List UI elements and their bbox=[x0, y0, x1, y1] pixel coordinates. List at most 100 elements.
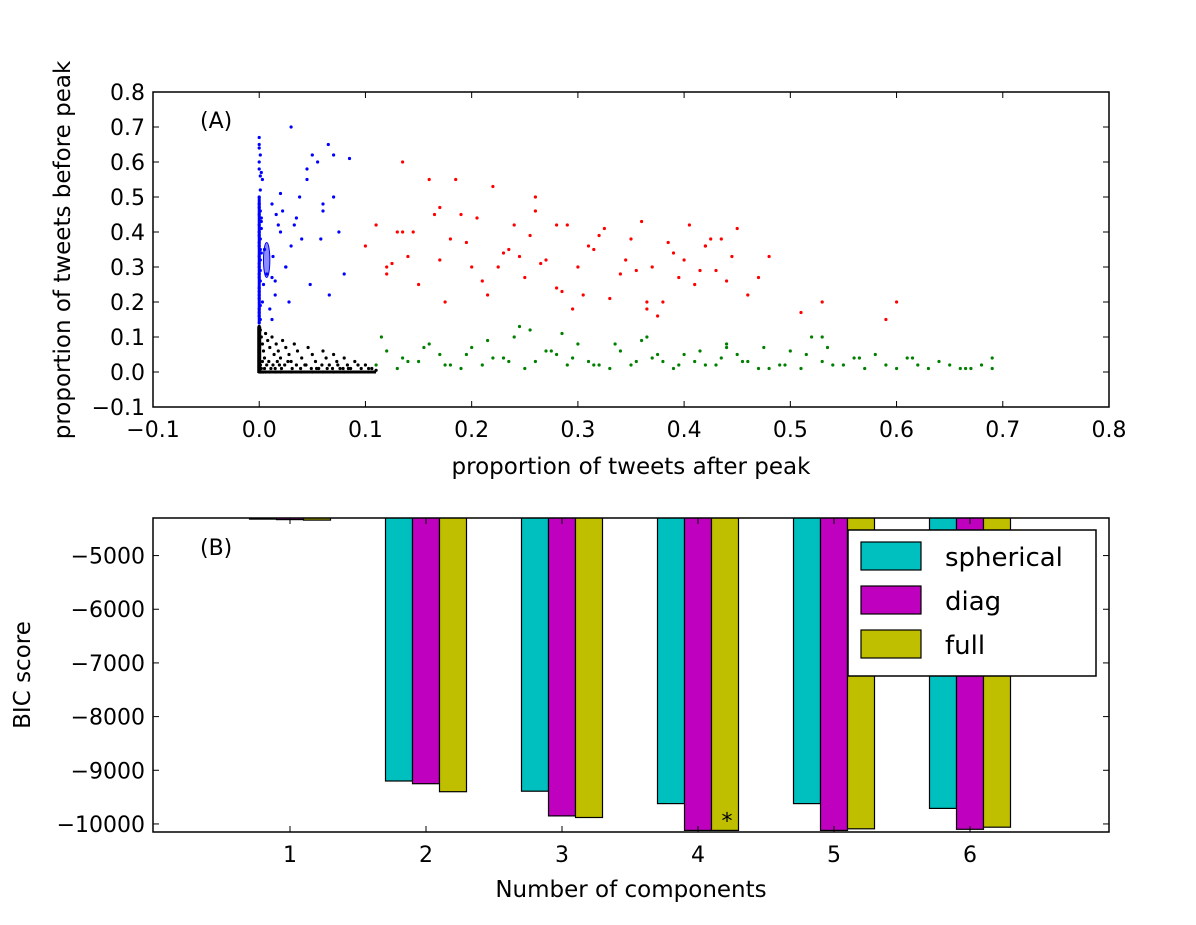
cluster-red-point bbox=[491, 184, 495, 189]
cluster-black-point bbox=[277, 363, 281, 367]
cluster-black-point bbox=[286, 359, 290, 364]
cluster-red-point bbox=[385, 265, 389, 269]
cluster-green-point bbox=[528, 328, 532, 332]
cluster-blue-point bbox=[270, 202, 274, 206]
bar-y-tick-label: −9000 bbox=[71, 759, 145, 784]
bar-diag-2 bbox=[411, 518, 441, 785]
cluster-green-point bbox=[448, 363, 452, 367]
cluster-blue-point bbox=[261, 282, 266, 287]
cluster-red-point bbox=[406, 254, 410, 259]
cluster-red-point bbox=[624, 258, 628, 262]
bar-x-axis-label: Number of components bbox=[495, 877, 766, 903]
cluster-green-point bbox=[486, 338, 490, 343]
cluster-green-point bbox=[374, 363, 378, 367]
scatter-y-axis-label: proportion of tweets before peak bbox=[50, 60, 76, 439]
cluster-black-point bbox=[300, 356, 304, 360]
cluster-black-point bbox=[324, 356, 328, 360]
cluster-green-point bbox=[740, 359, 745, 364]
cluster-blue-point bbox=[260, 300, 264, 304]
cluster-blue-point bbox=[319, 237, 323, 241]
scatter-x-tick-label: 0.0 bbox=[242, 418, 277, 443]
cluster-green-point bbox=[427, 342, 431, 346]
best-model-asterisk: * bbox=[722, 809, 733, 834]
cluster-red-point bbox=[544, 258, 548, 262]
bar-spherical-2 bbox=[384, 518, 414, 782]
cluster-green-point bbox=[979, 363, 984, 367]
cluster-blue-point bbox=[273, 279, 277, 283]
cluster-green-point bbox=[910, 356, 915, 360]
cluster-black-point bbox=[356, 363, 360, 367]
bar-y-axis-label: BIC score bbox=[10, 621, 36, 729]
cluster-red-point bbox=[401, 230, 405, 234]
cluster-black-point bbox=[273, 366, 277, 371]
bar-panel-label: (B) bbox=[200, 536, 232, 561]
bar-x-tick-label: 4 bbox=[691, 843, 705, 868]
cluster-black-point bbox=[336, 363, 340, 367]
bar-x-tick-label: 5 bbox=[827, 843, 841, 868]
cluster-black-point bbox=[270, 335, 274, 339]
cluster-red-point bbox=[735, 226, 739, 231]
cluster-green-point bbox=[470, 345, 474, 350]
cluster-red-point bbox=[517, 254, 522, 259]
cluster-red-point bbox=[464, 240, 468, 245]
cluster-green-point bbox=[756, 366, 761, 371]
bar-y-ticks: −10000 −9000 −8000 −7000 −6000 −5000 bbox=[57, 545, 1109, 838]
scatter-y-tick-label: 0.4 bbox=[110, 221, 145, 246]
cluster-green-point bbox=[990, 366, 994, 371]
cluster-red-point bbox=[618, 272, 623, 276]
legend-swatch-spherical bbox=[860, 541, 922, 571]
black-baseline bbox=[259, 370, 377, 374]
cluster-green-point bbox=[719, 356, 723, 360]
bar-x-tick-label: 2 bbox=[419, 843, 433, 868]
bar-diag-4 bbox=[683, 518, 713, 831]
cluster-black-point bbox=[315, 366, 319, 371]
bar-y-tick-label: −7000 bbox=[71, 652, 145, 677]
cluster-blue-point bbox=[278, 230, 283, 234]
cluster-black-point bbox=[338, 366, 342, 371]
cluster-black-point bbox=[313, 359, 318, 364]
cluster-black-point bbox=[330, 366, 335, 371]
cluster-green-point bbox=[438, 352, 442, 357]
cluster-blue-point bbox=[257, 135, 261, 140]
cluster-red-point bbox=[687, 223, 692, 227]
cluster-red-point bbox=[767, 254, 771, 259]
cluster-blue-point bbox=[257, 167, 261, 171]
cluster-green-point bbox=[799, 366, 803, 371]
cluster-red-point bbox=[581, 293, 585, 297]
scatter-x-tick-label: 0.3 bbox=[560, 418, 595, 443]
cluster-green-point bbox=[544, 349, 548, 353]
cluster-black-point bbox=[367, 366, 371, 371]
cluster-red-point bbox=[539, 261, 543, 266]
scatter-x-tick-label: 0.2 bbox=[454, 418, 489, 443]
scatter-y-tick-label: 0.7 bbox=[110, 116, 145, 141]
cluster-green-point bbox=[857, 356, 862, 360]
cluster-red-point bbox=[496, 265, 500, 269]
cluster-black-point bbox=[287, 352, 291, 357]
cluster-green-point bbox=[735, 352, 739, 357]
legend-swatch-diag bbox=[860, 585, 922, 615]
cluster-red-point bbox=[501, 251, 506, 255]
cluster-green-point bbox=[560, 331, 564, 336]
cluster-blue-point bbox=[300, 237, 304, 241]
cluster-blue-point bbox=[258, 188, 262, 192]
cluster-green-point bbox=[592, 363, 596, 367]
scatter-y-tick-label: 0.8 bbox=[110, 81, 145, 106]
cluster-black-point bbox=[289, 359, 293, 364]
cluster-green-point bbox=[725, 345, 729, 350]
cluster-green-point bbox=[629, 363, 633, 367]
cluster-green-point bbox=[783, 363, 787, 367]
cluster-red-point bbox=[363, 244, 367, 248]
cluster-black-point bbox=[342, 356, 346, 360]
cluster-green-point bbox=[863, 366, 867, 371]
cluster-black-point bbox=[268, 345, 272, 350]
cluster-green-point bbox=[762, 345, 766, 350]
cluster-green-point bbox=[576, 342, 580, 346]
cluster-red-point bbox=[640, 219, 644, 224]
cluster-black-point bbox=[276, 349, 280, 353]
cluster-green-point bbox=[926, 366, 931, 371]
cluster-red-point bbox=[438, 205, 442, 210]
cluster-green-point bbox=[948, 363, 952, 367]
cluster-green-point bbox=[656, 352, 660, 357]
cluster-green-point bbox=[703, 363, 708, 367]
